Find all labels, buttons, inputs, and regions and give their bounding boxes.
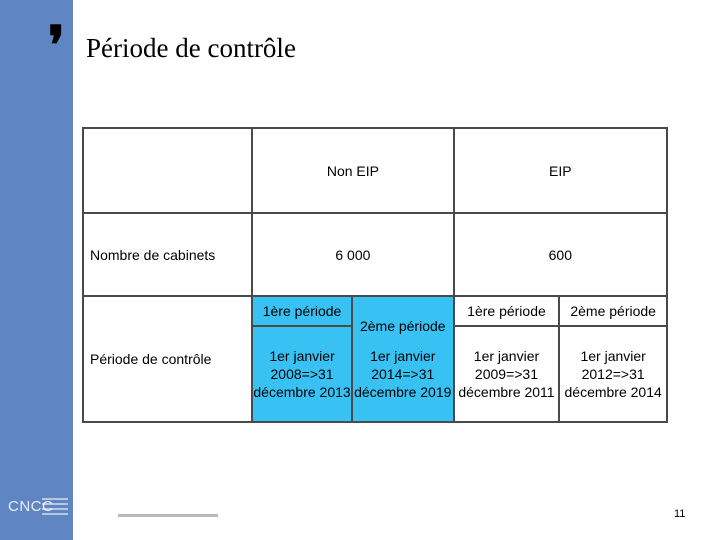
control-period-table: Non EIP EIP Nombre de cabinets 6 000 600… (81, 127, 669, 423)
page-title: Période de contrôle (86, 33, 296, 63)
non-eip-period-2-heading: 2ème période (359, 318, 446, 334)
row-label-cabinets: Nombre de cabinets (81, 212, 254, 297)
logo-decoration (42, 498, 68, 520)
eip-period-2-heading: 2ème période (558, 295, 668, 327)
table-row: Nombre de cabinets 6 000 600 (81, 212, 669, 297)
eip-period-2-range: 1er janvier 2012=>31 décembre 2014 (564, 348, 662, 400)
eip-period-2-range-cell: 1er janvier 2012=>31 décembre 2014 (558, 325, 668, 423)
row-label-periode: Période de contrôle (81, 295, 254, 423)
table-row: 1er janvier 2008=>31 décembre 2013 1er j… (83, 325, 668, 423)
cabinets-non-eip: 6 000 (251, 212, 455, 297)
table-row: Période de contrôle 1ère période 2ème pé… (81, 295, 668, 423)
non-eip-period-1-range-cell: 1er janvier 2008=>31 décembre 2013 (251, 325, 353, 423)
footer-note (118, 514, 218, 519)
non-eip-period-1-range: 1er janvier 2008=>31 décembre 2013 (253, 348, 351, 400)
non-eip-period-2-range: 1er janvier 2014=>31 décembre 2019 (354, 348, 452, 400)
eip-period-1-range-cell: 1er janvier 2009=>31 décembre 2011 (452, 325, 561, 423)
eip-period-1-range: 1er janvier 2009=>31 décembre 2011 (458, 348, 555, 400)
eip-period-1-heading: 1ère période (452, 295, 561, 327)
header-eip: EIP (452, 127, 669, 214)
table-header-row: Non EIP EIP (81, 127, 669, 214)
page-number: 11 (674, 508, 686, 520)
cncc-logo: CNCC (0, 488, 73, 528)
non-eip-period-1-heading: 1ère période (251, 295, 353, 327)
logo-text: CNCC (8, 498, 54, 515)
quote-icon: ❜ (48, 15, 65, 76)
cabinets-eip: 600 (452, 212, 669, 297)
header-non-eip: Non EIP (251, 127, 455, 214)
non-eip-period-2-cell: 2ème période 1er janvier 2014=>31 décemb… (350, 295, 455, 423)
sidebar-band: CNCC (0, 0, 73, 540)
table-corner-cell (81, 127, 254, 214)
